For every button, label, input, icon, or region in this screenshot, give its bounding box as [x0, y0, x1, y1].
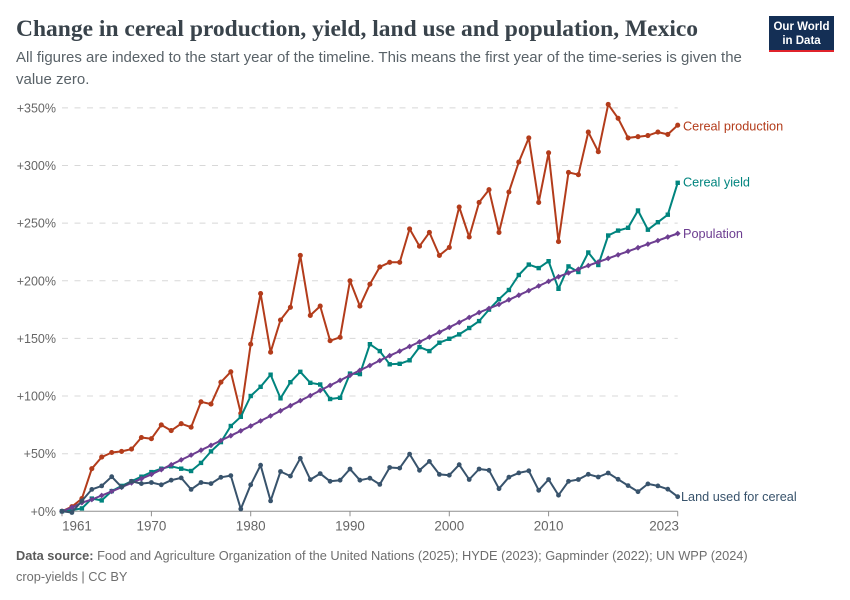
svg-text:+250%: +250%	[17, 217, 56, 231]
svg-text:+300%: +300%	[17, 159, 56, 173]
svg-text:Cereal production: Cereal production	[683, 120, 783, 134]
svg-text:+150%: +150%	[17, 332, 56, 346]
svg-text:+200%: +200%	[17, 274, 56, 288]
svg-text:1990: 1990	[335, 519, 365, 534]
svg-text:+100%: +100%	[17, 390, 56, 404]
svg-text:2023: 2023	[649, 519, 679, 534]
svg-text:1970: 1970	[137, 519, 167, 534]
svg-text:1961: 1961	[62, 519, 92, 534]
svg-text:+0%: +0%	[31, 505, 56, 519]
svg-text:1980: 1980	[236, 519, 266, 534]
svg-text:+350%: +350%	[17, 101, 56, 115]
svg-text:Land used for cereal: Land used for cereal	[681, 490, 797, 504]
svg-text:+50%: +50%	[24, 447, 56, 461]
svg-text:Population: Population	[683, 227, 743, 241]
svg-text:Cereal yield: Cereal yield	[683, 175, 750, 189]
svg-text:2000: 2000	[434, 519, 464, 534]
svg-text:2010: 2010	[534, 519, 564, 534]
